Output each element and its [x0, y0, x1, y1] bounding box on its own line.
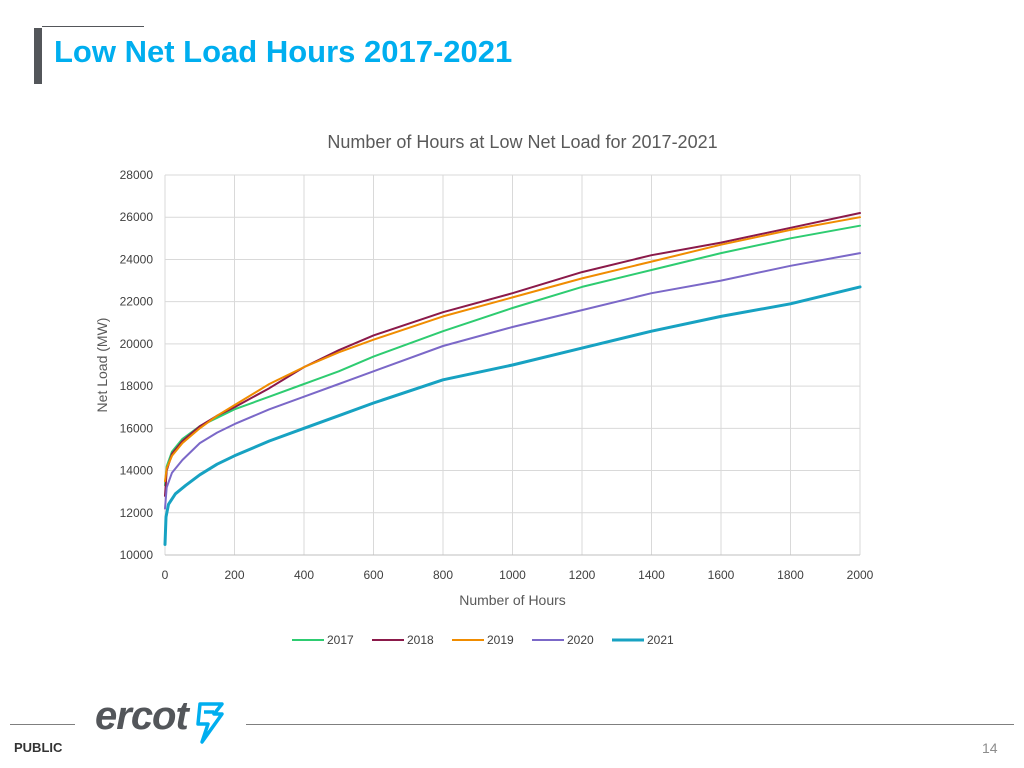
footer-rule-right [246, 724, 1014, 725]
legend-label-2020: 2020 [567, 633, 594, 647]
y-tick-label: 18000 [120, 379, 154, 393]
series-line-2020 [164, 252, 861, 510]
chart-title: Number of Hours at Low Net Load for 2017… [327, 132, 717, 152]
y-tick-label: 14000 [120, 464, 154, 478]
x-tick-label: 800 [433, 568, 453, 582]
page-number: 14 [982, 740, 998, 756]
y-tick-label: 26000 [120, 210, 154, 224]
y-tick-label: 20000 [120, 337, 154, 351]
net-load-line-chart: Number of Hours at Low Net Load for 2017… [94, 132, 874, 647]
x-axis-label: Number of Hours [459, 592, 566, 608]
x-tick-label: 1600 [708, 568, 735, 582]
y-tick-label: 10000 [120, 548, 154, 562]
ercot-logo-text: ercot [95, 694, 189, 738]
x-tick-label: 2000 [847, 568, 874, 582]
y-tick-label: 12000 [120, 506, 154, 520]
series-line-2021 [163, 285, 862, 546]
title-accent-bar [34, 28, 42, 84]
x-tick-label: 0 [162, 568, 169, 582]
x-tick-label: 1000 [499, 568, 526, 582]
y-tick-label: 16000 [120, 421, 154, 435]
series-line-2017 [164, 224, 861, 487]
x-tick-label: 1400 [638, 568, 665, 582]
x-tick-label: 400 [294, 568, 314, 582]
y-tick-label: 22000 [120, 295, 154, 309]
page-title: Low Net Load Hours 2017-2021 [54, 34, 513, 69]
footer-rule-left [10, 724, 75, 725]
ercot-bolt-icon [196, 702, 224, 744]
title-top-rule [42, 26, 144, 27]
x-tick-label: 600 [363, 568, 383, 582]
legend-label-2021: 2021 [647, 633, 674, 647]
y-axis-label: Net Load (MW) [94, 318, 110, 413]
x-tick-label: 1200 [569, 568, 596, 582]
y-tick-label: 24000 [120, 252, 154, 266]
x-tick-label: 1800 [777, 568, 804, 582]
legend-label-2019: 2019 [487, 633, 514, 647]
series-line-2019 [164, 216, 861, 483]
y-tick-label: 28000 [120, 168, 154, 182]
x-tick-label: 200 [224, 568, 244, 582]
legend-label-2017: 2017 [327, 633, 354, 647]
legend-label-2018: 2018 [407, 633, 434, 647]
public-label: PUBLIC [14, 740, 63, 755]
